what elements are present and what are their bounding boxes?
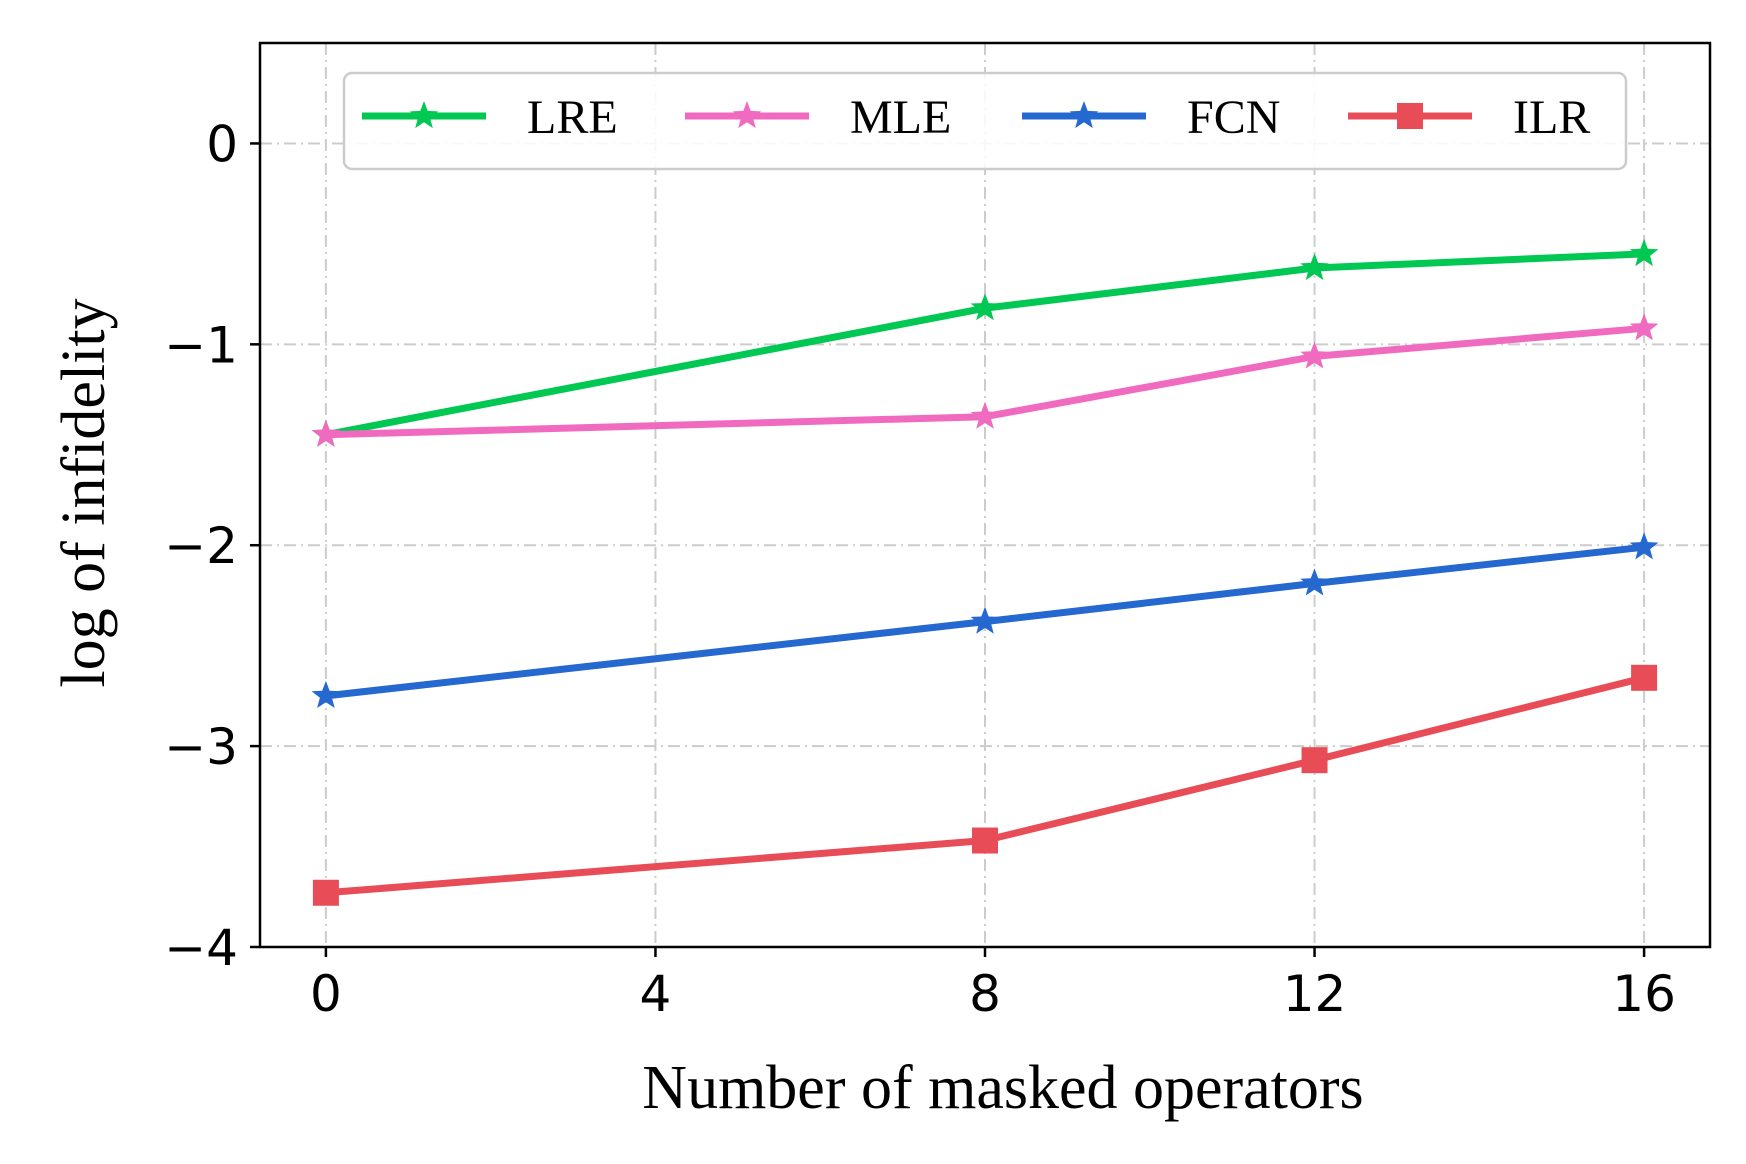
legend-marker-ilr	[1397, 103, 1423, 129]
legend-marker-fcn	[1069, 101, 1099, 129]
legend-label-lre: LRE	[527, 91, 618, 144]
legend-item-mle: MLE	[685, 91, 951, 144]
y-tick-label: −4	[164, 919, 238, 977]
data-point-ilr	[1301, 747, 1328, 774]
data-point-mle	[1300, 341, 1329, 369]
series-line-ilr	[325, 674, 1645, 897]
legend: LRE MLE FCN ILR	[342, 71, 1628, 171]
series-line-mle	[325, 324, 1645, 439]
data-point-lre	[1300, 253, 1329, 281]
data-point-mle	[311, 419, 341, 447]
y-tick-label: −2	[164, 517, 238, 575]
y-tick-label: −1	[164, 316, 238, 374]
data-point-lre	[1629, 238, 1659, 267]
x-axis: 0 4 8 12 16	[310, 947, 1676, 1023]
y-tick-label: −3	[164, 718, 238, 776]
data-point-ilr	[312, 879, 339, 906]
data-point-ilr	[972, 827, 998, 854]
x-tick-label: 12	[1283, 965, 1347, 1023]
series-line-lre	[325, 250, 1645, 439]
legend-item-lre: LRE	[362, 91, 618, 144]
y-axis-title: log of infidelity	[50, 298, 118, 687]
data-point-fcn	[311, 680, 341, 708]
data-point-mle	[1629, 313, 1659, 341]
x-axis-title: Number of masked operators	[642, 1054, 1363, 1122]
y-axis: 0 −1 −2 −3 −4	[164, 115, 260, 977]
legend-label-fcn: FCN	[1187, 91, 1280, 144]
series-group	[311, 238, 1659, 906]
x-tick-label: 16	[1612, 965, 1676, 1023]
grid	[260, 43, 1710, 948]
legend-marker-lre	[409, 101, 439, 129]
legend-item-ilr: ILR	[1348, 91, 1590, 144]
y-tick-label: 0	[206, 115, 238, 173]
data-point-lre	[970, 293, 1000, 321]
data-point-fcn	[1300, 568, 1329, 596]
legend-marker-mle	[732, 101, 762, 129]
legend-label-mle: MLE	[850, 91, 951, 144]
series-line-fcn	[325, 543, 1645, 700]
data-point-fcn	[970, 606, 1000, 634]
legend-box	[342, 71, 1628, 171]
series-mle	[311, 313, 1659, 447]
data-point-mle	[970, 401, 1000, 429]
data-point-ilr	[1631, 664, 1658, 691]
x-tick-label: 8	[969, 965, 1001, 1023]
series-fcn	[311, 532, 1659, 708]
x-tick-label: 0	[310, 965, 342, 1023]
legend-item-fcn: FCN	[1022, 91, 1280, 144]
series-ilr	[312, 664, 1658, 906]
legend-label-ilr: ILR	[1513, 91, 1590, 144]
x-tick-label: 4	[640, 965, 672, 1023]
data-point-fcn	[1629, 532, 1659, 560]
